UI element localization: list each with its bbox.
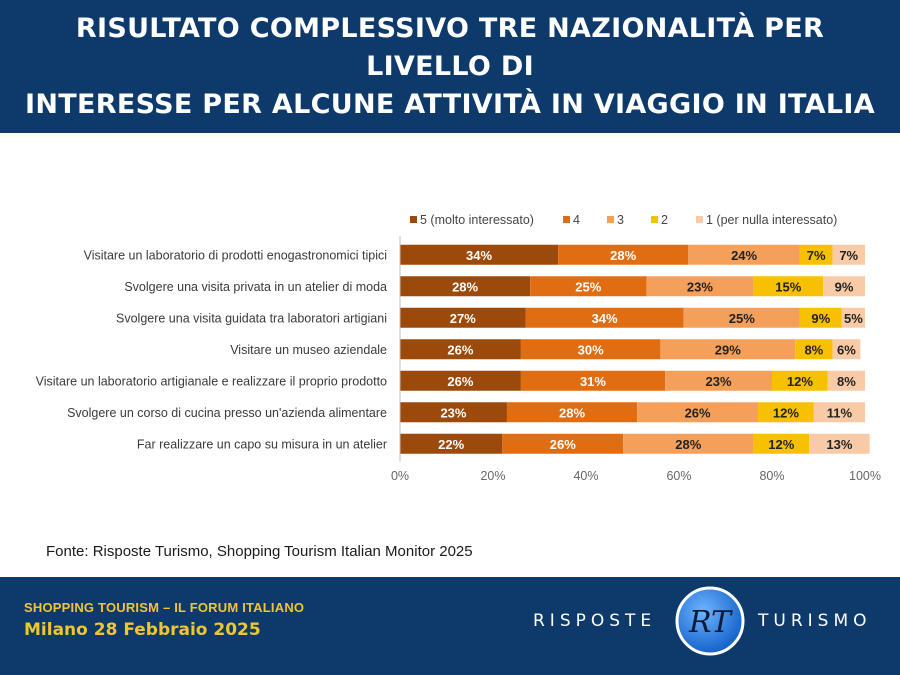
category-labels: Visitare un laboratorio di prodotti enog… (36, 248, 387, 451)
bar-value-label: 23% (706, 374, 732, 389)
bar-value-label: 25% (729, 311, 755, 326)
bar-value-label: 12% (787, 374, 813, 389)
legend-swatch (410, 216, 417, 223)
bar-value-label: 26% (447, 342, 473, 357)
title-line-1: RISULTATO COMPLESSIVO TRE NAZIONALITÀ PE… (76, 13, 824, 82)
chart-bars: 34% 28% 24% 7% 7% 28% 25% 23% 15% 9% 27% 34% 25% 9% 5%… (400, 245, 870, 454)
bar-value-label: 12% (773, 405, 799, 420)
footer-banner: SHOPPING TOURISM – IL FORUM ITALIANO Mil… (0, 577, 900, 675)
brand-logo-icon: RT (674, 585, 746, 657)
bar-value-label: 7% (807, 248, 826, 263)
x-tick-label: 40% (573, 469, 598, 483)
legend-swatch (607, 216, 614, 223)
bar-value-label: 24% (731, 248, 757, 263)
logo-mark-text: RT (688, 605, 733, 640)
category-label: Svolgere una visita guidata tra laborato… (116, 311, 387, 325)
event-name: SHOPPING TOURISM – IL FORUM ITALIANO (24, 600, 304, 615)
x-tick-label: 20% (480, 469, 505, 483)
bar-value-label: 9% (835, 279, 854, 294)
bar-value-label: 8% (837, 374, 856, 389)
title-line-2: INTERESSE PER ALCUNE ATTIVITÀ IN VIAGGIO… (25, 89, 875, 120)
category-label: Svolgere un corso di cucina presso un'az… (67, 406, 387, 420)
category-label: Visitare un laboratorio di prodotti enog… (84, 248, 387, 262)
x-tick-label: 60% (666, 469, 691, 483)
bar-value-label: 31% (580, 374, 606, 389)
bar-value-label: 9% (811, 311, 830, 326)
legend-label: 4 (573, 213, 580, 227)
bar-value-label: 26% (447, 374, 473, 389)
bar-value-label: 34% (466, 248, 492, 263)
bar-value-label: 27% (450, 311, 476, 326)
bar-value-label: 30% (578, 342, 604, 357)
title-banner: RISULTATO COMPLESSIVO TRE NAZIONALITÀ PE… (0, 0, 900, 133)
bar-value-label: 25% (575, 279, 601, 294)
x-tick-label: 80% (759, 469, 784, 483)
x-tick-label: 0% (391, 469, 409, 483)
chart-legend: 5 (molto interessato) 4 3 2 1 (per nulla int… (410, 213, 837, 227)
category-label: Far realizzare un capo su misura in un a… (137, 437, 387, 451)
bar-value-label: 26% (685, 405, 711, 420)
bar-value-label: 5% (844, 311, 863, 326)
bar-value-label: 28% (675, 437, 701, 452)
logo-text-left: RISPOSTE (533, 611, 656, 631)
bar-value-label: 13% (826, 437, 852, 452)
bar-value-label: 28% (559, 405, 585, 420)
bar-value-label: 11% (827, 405, 853, 420)
bar-value-label: 23% (440, 405, 466, 420)
legend-label: 2 (661, 213, 668, 227)
page-title: RISULTATO COMPLESSIVO TRE NAZIONALITÀ PE… (0, 10, 900, 124)
bar-value-label: 12% (768, 437, 794, 452)
x-tick-label: 100% (849, 469, 881, 483)
bar-value-label: 29% (715, 342, 741, 357)
legend-label: 3 (617, 213, 624, 227)
category-label: Svolgere una visita privata in un atelie… (124, 280, 387, 294)
logo-text-right: TURISMO (758, 611, 872, 631)
bar-value-label: 7% (839, 248, 858, 263)
bar-value-label: 23% (687, 279, 713, 294)
bar-value-label: 28% (610, 248, 636, 263)
bar-value-label: 15% (775, 279, 801, 294)
bar-value-label: 22% (438, 437, 464, 452)
category-label: Visitare un museo aziendale (230, 343, 387, 357)
source-note: Fonte: Risposte Turismo, Shopping Touris… (46, 543, 473, 560)
bar-value-label: 34% (592, 311, 618, 326)
bar-value-label: 6% (837, 342, 856, 357)
legend-swatch (651, 216, 658, 223)
event-date: Milano 28 Febbraio 2025 (24, 620, 261, 640)
bar-value-label: 26% (550, 437, 576, 452)
bar-value-label: 8% (804, 342, 823, 357)
bar-value-label: 28% (452, 279, 478, 294)
category-label: Visitare un laboratorio artigianale e re… (36, 374, 387, 388)
legend-swatch (563, 216, 570, 223)
legend-label: 1 (per nulla interessato) (706, 213, 837, 227)
legend-swatch (696, 216, 703, 223)
legend-label: 5 (molto interessato) (420, 213, 534, 227)
stacked-bar-chart: 5 (molto interessato) 4 3 2 1 (per nulla int… (0, 200, 900, 490)
